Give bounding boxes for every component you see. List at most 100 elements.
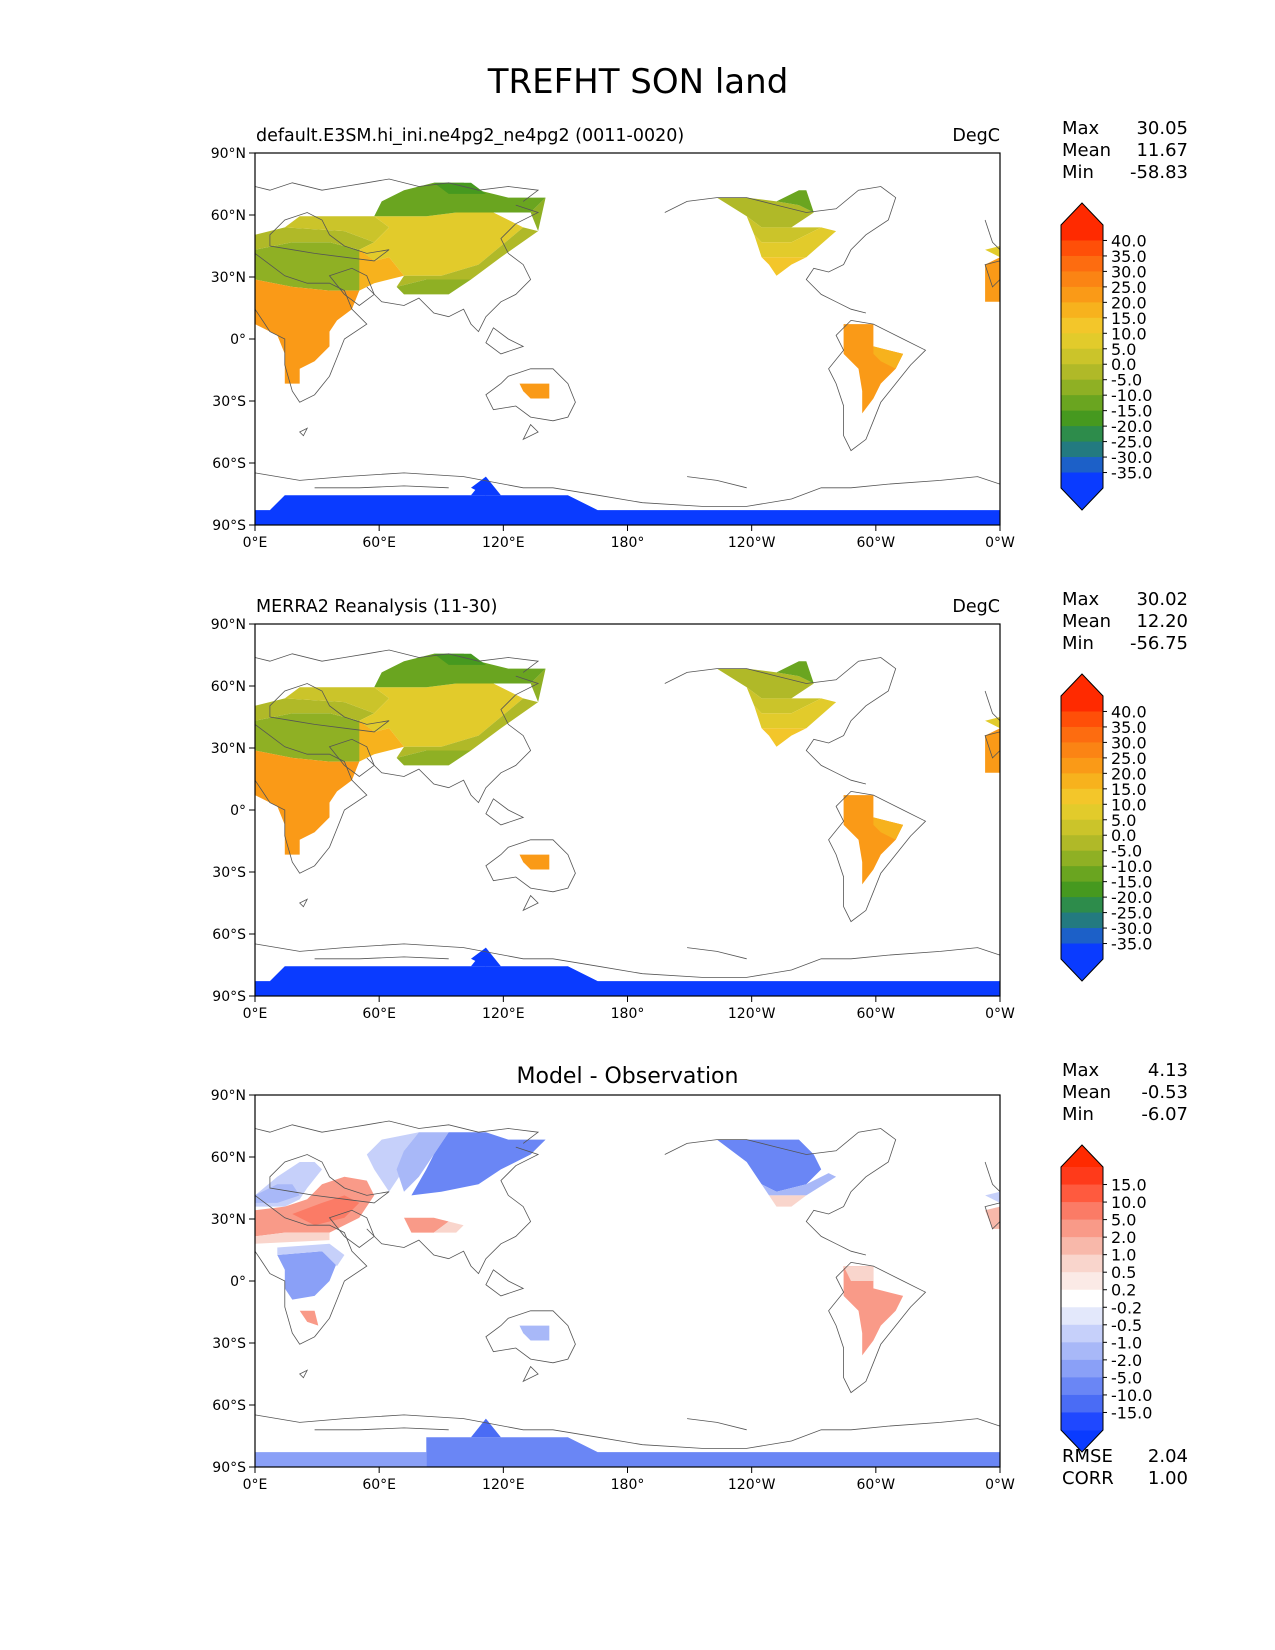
field-region	[873, 346, 904, 369]
colorbar-swatch	[1061, 364, 1103, 381]
field-region	[776, 661, 814, 684]
colorbar-swatch	[1061, 271, 1103, 288]
coastline	[984, 219, 1001, 250]
colorbar-under-extension	[1061, 488, 1103, 510]
colorbar-outline	[1060, 1144, 1104, 1453]
lat-tick-label: 60°S	[212, 456, 246, 472]
colorbar-tick-label: 20.0	[1111, 764, 1147, 783]
field-region	[396, 750, 471, 766]
field-region	[769, 1195, 807, 1207]
coastline	[254, 943, 1001, 978]
stat-label: Max	[1062, 118, 1100, 139]
field-region	[985, 1191, 1000, 1203]
colorbar: 40.035.030.025.020.015.010.05.00.0-5.0-1…	[1060, 673, 1152, 982]
map-frame	[254, 1094, 1001, 1468]
colorbar-tick-label: -10.0	[1111, 857, 1152, 876]
coastline	[254, 649, 540, 673]
field-region	[776, 190, 814, 213]
stat-label: RMSE	[1062, 1446, 1113, 1467]
field-region	[985, 1206, 1000, 1229]
colorbar-tick-label: -35.0	[1111, 464, 1152, 483]
colorbar-tick-label: 5.0	[1111, 340, 1136, 359]
coastline	[664, 1128, 897, 1256]
lon-tick-label: 0°W	[985, 1006, 1015, 1022]
coastline	[366, 675, 540, 804]
colorbar-swatch	[1061, 897, 1103, 914]
colorbar-swatch	[1061, 255, 1103, 272]
stat-value: 4.13	[1148, 1060, 1188, 1081]
colorbar-swatch	[1061, 410, 1103, 427]
coastline	[254, 178, 540, 202]
stat-value: 1.00	[1148, 1468, 1188, 1489]
panel-obs: 90°N 60°N 30°N 0° 30°S 60°S 90°S0°E 60°E 120°E 18…	[211, 589, 1188, 1022]
field-region	[746, 1162, 837, 1196]
panel-left-title: MERRA2 Reanalysis (11-30)	[256, 597, 498, 617]
stat-value: 11.67	[1136, 140, 1188, 161]
colorbar-swatch	[1061, 835, 1103, 852]
colorbar-swatch	[1061, 866, 1103, 883]
stat-value: 30.02	[1136, 589, 1188, 610]
colorbar-tick-label: -15.0	[1111, 1403, 1152, 1422]
coastline	[254, 472, 1001, 507]
colorbar-tick-label: -35.0	[1111, 935, 1152, 954]
colorbar-swatch	[1061, 1219, 1103, 1238]
map-frame	[254, 152, 1001, 526]
stat-label: Min	[1062, 1104, 1094, 1125]
lat-tick-label: 60°N	[211, 679, 246, 695]
colorbar-tick-label: -10.0	[1111, 386, 1152, 405]
colorbar: 40.035.030.025.020.015.010.05.00.0-5.0-1…	[1060, 202, 1152, 511]
colorbar-swatch	[1061, 1359, 1103, 1378]
coastline	[522, 1365, 539, 1383]
field-region	[396, 227, 539, 287]
lon-tick-label: 120°E	[482, 1477, 525, 1493]
colorbar-swatch	[1061, 742, 1103, 759]
coastline	[687, 947, 747, 960]
lat-tick-label: 90°S	[212, 989, 246, 1005]
lon-tick-label: 0°E	[243, 1477, 268, 1493]
field-region	[374, 182, 546, 217]
colorbar-swatch	[1061, 696, 1103, 712]
field-region	[433, 1221, 464, 1233]
colorbar-tick-label: 0.5	[1111, 1263, 1136, 1282]
field-region	[255, 242, 375, 291]
colorbar-tick-label: -15.0	[1111, 402, 1152, 421]
lat-tick-label: 90°N	[211, 617, 246, 633]
lon-tick-label: 120°W	[728, 1006, 776, 1022]
field-region	[396, 1132, 449, 1192]
stat-label: CORR	[1062, 1468, 1114, 1489]
field-region	[359, 249, 404, 291]
field-region	[411, 1132, 546, 1196]
coastline	[254, 253, 368, 403]
colorbar-swatch	[1061, 881, 1103, 898]
field-region	[374, 653, 546, 688]
colorbar-swatch	[1061, 426, 1103, 443]
coastline	[828, 790, 927, 923]
map-diff	[254, 1120, 1001, 1467]
field-region	[255, 1452, 427, 1467]
colorbar-tick-label: 20.0	[1111, 293, 1147, 312]
coastline	[828, 319, 927, 452]
field-region	[843, 795, 904, 885]
lat-tick-label: 30°N	[211, 741, 246, 757]
lat-tick-label: 60°S	[212, 1398, 246, 1414]
coastline	[299, 898, 309, 908]
lat-tick-label: 90°S	[212, 1460, 246, 1476]
colorbar-tick-label: 35.0	[1111, 247, 1147, 266]
colorbar-tick-label: 40.0	[1111, 702, 1147, 721]
colorbar-swatch	[1061, 912, 1103, 929]
colorbar-swatch	[1061, 819, 1103, 836]
lon-tick-label: 60°W	[856, 1006, 895, 1022]
colorbar-tick-label: -5.0	[1111, 1368, 1142, 1387]
colorbar-swatch	[1061, 943, 1103, 960]
field-region	[433, 182, 486, 194]
colorbar-swatch	[1061, 928, 1103, 945]
field-region	[292, 1195, 360, 1226]
coastline	[485, 1269, 525, 1297]
lat-tick-label: 30°S	[212, 865, 246, 881]
colorbar-swatch	[1061, 395, 1103, 412]
lat-tick-label: 60°N	[211, 208, 246, 224]
figure-title: TREFHT SON land	[487, 62, 789, 102]
lat-tick-label: 60°S	[212, 927, 246, 943]
lat-tick-label: 30°S	[212, 394, 246, 410]
field-region	[396, 698, 539, 758]
